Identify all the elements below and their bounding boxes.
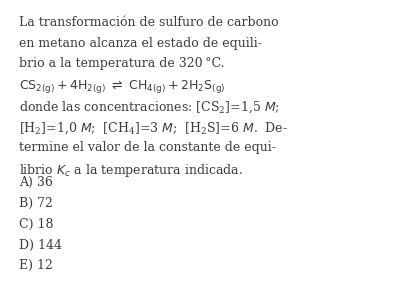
Text: termine el valor de la constante de equi-: termine el valor de la constante de equi… bbox=[19, 141, 276, 154]
Text: librio $K_c$ a la temperatura indicada.: librio $K_c$ a la temperatura indicada. bbox=[19, 162, 243, 179]
Text: C) 18: C) 18 bbox=[19, 218, 54, 231]
Text: E) 12: E) 12 bbox=[19, 259, 53, 272]
Text: B) 72: B) 72 bbox=[19, 197, 53, 210]
Text: A) 36: A) 36 bbox=[19, 176, 53, 189]
Text: $\mathregular{CS_{2(g)}+4H_{2(g)}}$ $\rightleftharpoons$ $\mathregular{CH_{4(g)}: $\mathregular{CS_{2(g)}+4H_{2(g)}}$ $\ri… bbox=[19, 78, 226, 95]
Text: La transformación de sulfuro de carbono: La transformación de sulfuro de carbono bbox=[19, 16, 279, 29]
Text: $\mathregular{[H_2]}$=1,0 $\mathit{M}$;  $\mathregular{[CH_4]}$=3 $\mathit{M}$; : $\mathregular{[H_2]}$=1,0 $\mathit{M}$; … bbox=[19, 120, 288, 136]
Text: D) 144: D) 144 bbox=[19, 239, 62, 251]
Text: en metano alcanza el estado de equili-: en metano alcanza el estado de equili- bbox=[19, 37, 262, 49]
Text: donde las concentraciones: $\mathregular{[CS_2]}$=1,5 $\mathit{M}$;: donde las concentraciones: $\mathregular… bbox=[19, 99, 280, 115]
Text: brio a la temperatura de 320 °C.: brio a la temperatura de 320 °C. bbox=[19, 57, 225, 70]
